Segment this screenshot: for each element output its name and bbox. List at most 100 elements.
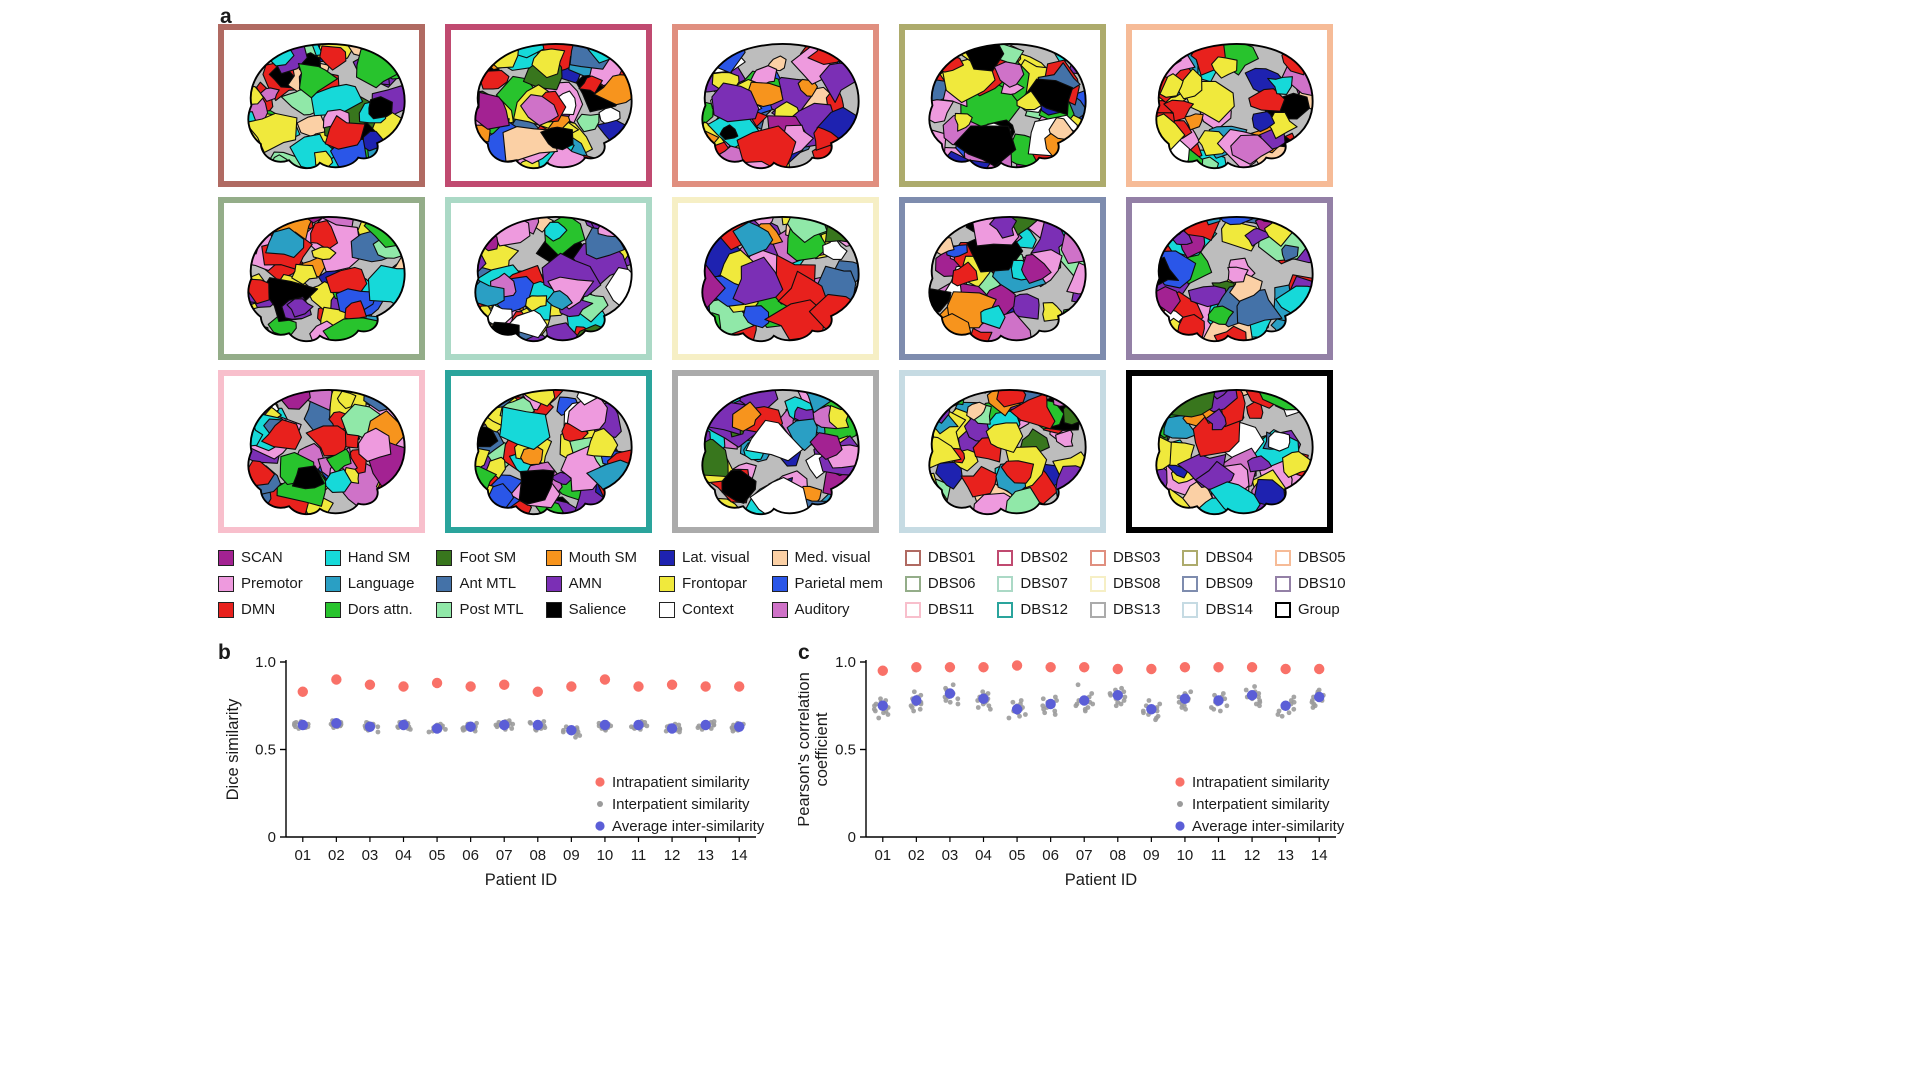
legend-item-group: Group bbox=[1275, 601, 1346, 618]
parcel-patch bbox=[935, 461, 963, 490]
data-point bbox=[1122, 694, 1128, 700]
parcel-patch bbox=[540, 126, 574, 151]
data-point bbox=[1279, 713, 1285, 719]
parcel-patch bbox=[929, 216, 945, 250]
average-inter-similarity-points bbox=[877, 688, 1325, 715]
legend-entry-label: Interpatient similarity bbox=[1192, 796, 1330, 813]
legend-item-dbs10: DBS10 bbox=[1275, 575, 1346, 592]
data-point bbox=[1085, 705, 1091, 710]
legend-label: DBS03 bbox=[1112, 549, 1161, 566]
parcel-patches bbox=[248, 216, 405, 342]
parcel-patch bbox=[286, 298, 314, 318]
brain-parcellation-svg bbox=[701, 216, 860, 343]
parcel-patch bbox=[929, 216, 942, 238]
data-point bbox=[364, 721, 376, 732]
network-color-swatch bbox=[545, 549, 562, 566]
network-color-swatch bbox=[771, 575, 788, 592]
data-point bbox=[872, 708, 878, 714]
patient-color-swatch bbox=[904, 549, 921, 566]
network-color-swatch bbox=[436, 549, 453, 566]
data-point bbox=[1006, 715, 1012, 721]
legend-label: DBS13 bbox=[1112, 601, 1161, 618]
legend-label: DBS02 bbox=[1020, 549, 1068, 566]
brain-outline bbox=[701, 216, 860, 343]
parcel-patch bbox=[357, 427, 392, 462]
parcel-patch bbox=[953, 125, 1017, 167]
parcel-patch bbox=[1187, 285, 1229, 308]
y-axis-label: Dice similarity bbox=[224, 698, 242, 801]
brain-parcellation-svg bbox=[474, 389, 633, 516]
parcel-patch bbox=[929, 389, 949, 417]
parcel-patch bbox=[1272, 331, 1290, 342]
brain-tile-dbs10 bbox=[1126, 197, 1333, 360]
parcel-patch bbox=[297, 62, 339, 99]
parcel-patch bbox=[721, 469, 757, 504]
data-point bbox=[950, 682, 956, 688]
parcel-patch bbox=[831, 488, 859, 515]
data-point bbox=[911, 695, 922, 706]
network-color-swatch bbox=[218, 575, 234, 592]
chart-legend: Intrapatient similarity Interpatient simi… bbox=[595, 774, 765, 835]
patient-color-swatch bbox=[997, 575, 1014, 592]
brain-tile-dbs11 bbox=[218, 370, 425, 533]
parcel-patch bbox=[732, 256, 784, 306]
brain-parcellation-svg bbox=[474, 216, 633, 343]
parcel-patch bbox=[547, 276, 595, 310]
patient-color-swatch bbox=[1182, 549, 1199, 566]
parcel-patches bbox=[702, 216, 859, 342]
data-point bbox=[955, 701, 961, 707]
data-point bbox=[944, 688, 956, 699]
data-point bbox=[465, 681, 476, 692]
parcel-patch bbox=[929, 392, 941, 416]
legend-item-dbs06: DBS06 bbox=[904, 575, 975, 592]
parcel-patch bbox=[1205, 408, 1227, 431]
legend-dot bbox=[1177, 801, 1183, 807]
brain-outline bbox=[474, 389, 633, 516]
parcel-patch bbox=[745, 419, 804, 462]
data-point bbox=[1010, 699, 1016, 705]
data-point bbox=[676, 722, 682, 728]
brain-tile-dbs03 bbox=[672, 24, 879, 187]
parcel-patch bbox=[1021, 253, 1052, 284]
chart-pearson-correlation: c 0 0.5 1.0 01 02 03 04 05 06 07 08 09 10 11 12 13 14 Pat… bbox=[795, 642, 1360, 912]
parcel-patch bbox=[993, 61, 1025, 88]
legend-item-dors-attn: Dors attn. bbox=[324, 601, 415, 618]
parcel-patch bbox=[929, 43, 947, 56]
y-tick-label: 0.5 bbox=[255, 742, 276, 759]
parcel-patch bbox=[531, 48, 566, 79]
parcel-patch bbox=[840, 492, 859, 515]
data-point bbox=[1119, 685, 1124, 691]
data-point bbox=[1112, 690, 1123, 701]
network-color-swatch bbox=[324, 601, 341, 618]
data-point bbox=[955, 696, 961, 702]
y-tick-label: 0.5 bbox=[835, 742, 856, 759]
data-point bbox=[509, 726, 515, 731]
brain-parcellation-svg bbox=[701, 43, 860, 170]
legend-label: Premotor bbox=[241, 575, 303, 592]
parcel-patches bbox=[475, 216, 632, 342]
parcel-patch bbox=[929, 43, 944, 72]
network-color-swatch bbox=[324, 575, 341, 592]
parcel-patch bbox=[719, 124, 739, 141]
parcel-patch bbox=[248, 112, 298, 154]
network-color-swatch bbox=[436, 575, 453, 592]
scatter-chart-svg: 0 0.5 1.0 01 02 03 04 05 06 07 08 09 10 11 12 13 14 Patie… bbox=[224, 654, 765, 889]
parcel-patch bbox=[544, 221, 568, 242]
legend-entry-label: Interpatient similarity bbox=[612, 796, 750, 813]
legend-label: Auditory bbox=[794, 601, 850, 618]
data-point bbox=[599, 674, 611, 685]
brain-tile-dbs07 bbox=[445, 197, 652, 360]
brain-parcellation-svg bbox=[247, 389, 406, 516]
data-point bbox=[978, 693, 989, 704]
parcel-patch bbox=[324, 115, 366, 150]
parcel-patch bbox=[1268, 431, 1291, 452]
parcel-patch bbox=[248, 328, 259, 342]
data-point bbox=[1256, 694, 1261, 700]
parcel-patch bbox=[731, 401, 762, 432]
dice-similarity-plot: 0 0.5 1.0 01 02 03 04 05 06 07 08 09 10 11 12 13 14 Patie… bbox=[218, 648, 780, 911]
figure-legend: SCAN Hand SM Foot SM Mouth SM Lat. visual Med… bbox=[218, 549, 1378, 618]
data-point bbox=[465, 721, 476, 732]
brain-parcellation-svg bbox=[928, 216, 1087, 343]
x-tick-label: 02 bbox=[328, 847, 345, 864]
parcel-patches bbox=[1156, 43, 1313, 169]
